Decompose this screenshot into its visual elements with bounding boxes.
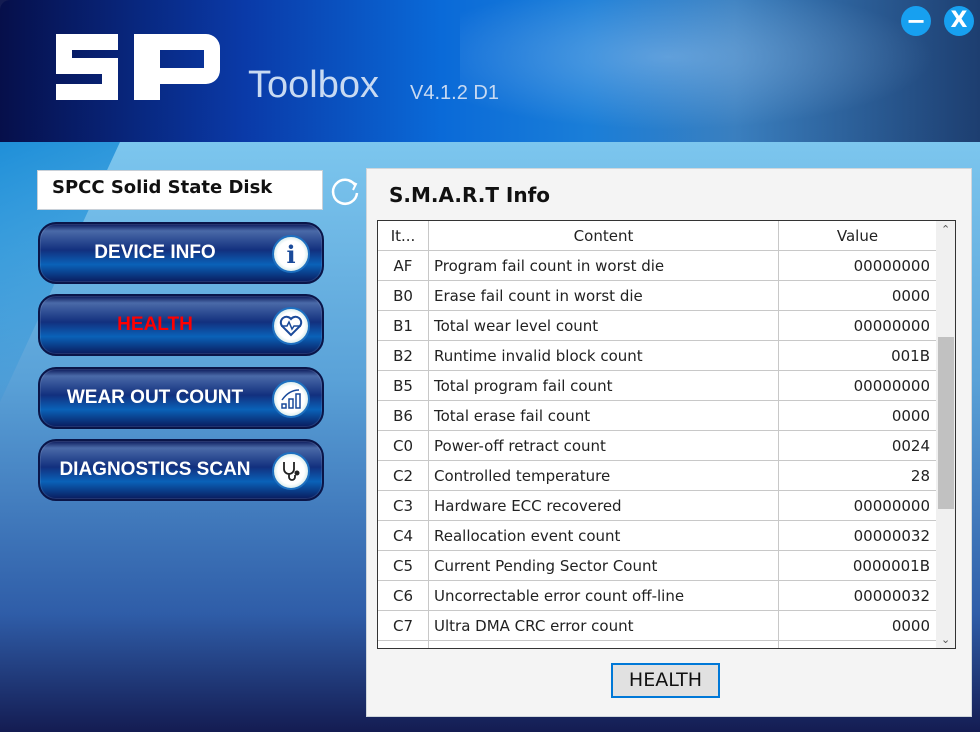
stethoscope-icon [272, 452, 310, 490]
cell-item: B5 [378, 371, 429, 401]
table-row[interactable]: C2 Controlled temperature 28 [378, 461, 936, 491]
table-header: It... Content Value [378, 221, 936, 251]
cell-item [378, 641, 429, 648]
table-row[interactable]: C3 Hardware ECC recovered 00000000 [378, 491, 936, 521]
cell-value: 00000000 [853, 377, 930, 395]
cell-item: C0 [378, 431, 429, 461]
app-version: V4.1.2 D1 [410, 82, 499, 104]
column-header-item[interactable]: It... [378, 221, 429, 251]
cell-content: Erase fail count in worst die [429, 281, 779, 311]
refresh-icon[interactable] [329, 175, 361, 207]
table-row[interactable]: C6 Uncorrectable error count off-line 0000… [378, 581, 936, 611]
table-row[interactable]: B1 Total wear level count 00000000 [378, 311, 936, 341]
table-row[interactable]: B6 Total erase fail count 0000 [378, 401, 936, 431]
close-button[interactable]: X [944, 6, 974, 36]
cell-content: Ultra DMA CRC error count [429, 611, 779, 641]
table-row[interactable]: C7 Ultra DMA CRC error count 0000 [378, 611, 936, 641]
cell-value [779, 641, 936, 648]
cell-item: C6 [378, 581, 429, 611]
cell-value: 0024 [891, 437, 930, 455]
table-row[interactable]: B5 Total program fail count 00000000 [378, 371, 936, 401]
nav-label: DIAGNOSTICS SCAN [59, 459, 251, 480]
heart-pulse-icon [272, 307, 310, 345]
column-header-content[interactable]: Content [429, 221, 779, 251]
smart-info-panel: S.M.A.R.T Info It... Content Value AF Pro… [366, 168, 972, 717]
cell-value: 00000032 [853, 587, 930, 605]
cell-item: B1 [378, 311, 429, 341]
nav-device-info[interactable]: DEVICE INFO i [38, 222, 324, 284]
info-icon: i [272, 235, 310, 273]
nav-health[interactable]: HEALTH [38, 294, 324, 356]
chart-growth-icon [272, 380, 310, 418]
cell-content: Runtime invalid block count [429, 341, 779, 371]
cell-content: Hardware ECC recovered [429, 491, 779, 521]
cell-item: B6 [378, 401, 429, 431]
table-row[interactable]: B2 Runtime invalid block count 001B [378, 341, 936, 371]
table-row[interactable]: AF Program fail count in worst die 0000000… [378, 251, 936, 281]
disk-selector[interactable]: SPCC Solid State Disk [37, 170, 323, 210]
cell-value: 0000 [891, 407, 930, 425]
cell-value: 0000 [891, 287, 930, 305]
table-row[interactable] [378, 641, 936, 648]
sp-logo [56, 34, 220, 100]
cell-value: 00000000 [853, 497, 930, 515]
cell-item: C5 [378, 551, 429, 581]
cell-content: Current Pending Sector Count [429, 551, 779, 581]
cell-value: 00000000 [853, 257, 930, 275]
nav-diagnostics-scan[interactable]: DIAGNOSTICS SCAN [38, 439, 324, 501]
cell-content: Controlled temperature [429, 461, 779, 491]
cell-item: C2 [378, 461, 429, 491]
smart-table: It... Content Value AF Program fail count… [377, 220, 956, 649]
cell-value: 0000001B [852, 557, 930, 575]
cell-value: 00000000 [853, 317, 930, 335]
table-row[interactable]: B0 Erase fail count in worst die 0000 [378, 281, 936, 311]
cell-value: 00000032 [853, 527, 930, 545]
scroll-up-arrow-icon[interactable]: ⌃ [941, 223, 951, 236]
table-row[interactable]: C4 Reallocation event count 00000032 [378, 521, 936, 551]
cell-content: Total program fail count [429, 371, 779, 401]
scroll-down-arrow-icon[interactable]: ⌄ [941, 633, 951, 646]
cell-content: Reallocation event count [429, 521, 779, 551]
cell-value: 001B [891, 347, 930, 365]
cell-content: Power-off retract count [429, 431, 779, 461]
table-scrollbar[interactable]: ⌃ ⌄ [936, 221, 955, 648]
cell-content [429, 641, 779, 648]
scrollbar-thumb[interactable] [938, 337, 954, 510]
cell-item: C7 [378, 611, 429, 641]
column-header-value[interactable]: Value [836, 227, 879, 245]
cell-item: AF [378, 251, 429, 281]
health-button[interactable]: HEALTH [611, 663, 720, 698]
cell-item: B2 [378, 341, 429, 371]
cell-content: Program fail count in worst die [429, 251, 779, 281]
cell-content: Uncorrectable error count off-line [429, 581, 779, 611]
circuit-background [460, 0, 980, 142]
table-row[interactable]: C0 Power-off retract count 0024 [378, 431, 936, 461]
minimize-button[interactable]: − [901, 6, 931, 36]
cell-content: Total wear level count [429, 311, 779, 341]
nav-label: WEAR OUT COUNT [66, 387, 244, 408]
header-banner: Toolbox V4.1.2 D1 − X [0, 0, 980, 142]
panel-title: S.M.A.R.T Info [389, 183, 551, 207]
cell-item: C4 [378, 521, 429, 551]
cell-value: 28 [910, 467, 930, 485]
nav-label: HEALTH [117, 314, 193, 335]
nav-wear-out-count[interactable]: WEAR OUT COUNT [38, 367, 324, 429]
app-title: Toolbox [248, 64, 379, 106]
cell-item: B0 [378, 281, 429, 311]
cell-item: C3 [378, 491, 429, 521]
cell-content: Total erase fail count [429, 401, 779, 431]
table-row[interactable]: C5 Current Pending Sector Count 0000001B [378, 551, 936, 581]
nav-label: DEVICE INFO [94, 242, 216, 263]
cell-value: 0000 [891, 617, 930, 635]
